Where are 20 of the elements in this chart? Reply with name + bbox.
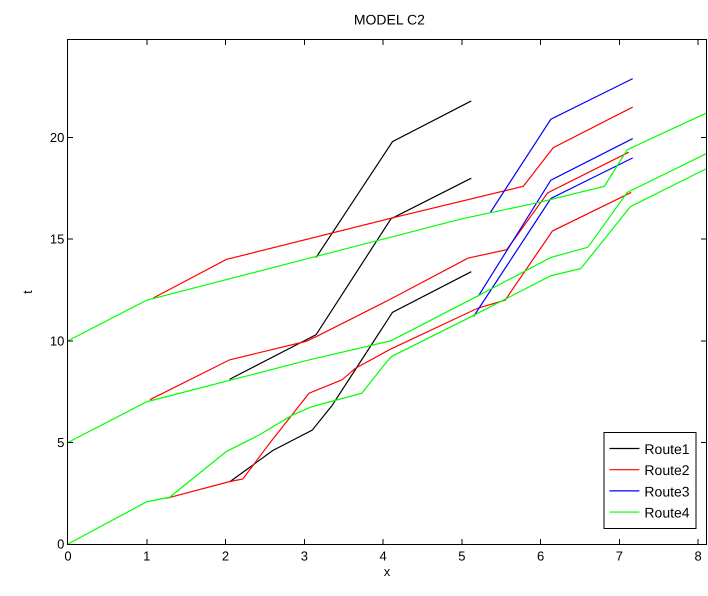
y-tick-label: 5: [57, 434, 64, 450]
legend-label: Route2: [644, 462, 690, 478]
y-tick-label: 10: [50, 333, 64, 348]
x-tick-label: 8: [694, 548, 702, 564]
x-tick-label: 1: [143, 548, 150, 564]
x-tick-label: 2: [222, 548, 230, 564]
legend-label: Route3: [644, 483, 690, 500]
x-tick-label: 6: [536, 548, 544, 564]
y-tick-label: 0: [57, 536, 64, 552]
x-tick-label: 7: [616, 548, 623, 564]
y-tick-label: 15: [50, 232, 64, 247]
legend-label: Route4: [644, 504, 690, 521]
y-tick-label: 20: [50, 130, 64, 146]
legend-label: Route1: [644, 440, 690, 457]
chart-title: MODEL C2: [354, 12, 426, 28]
x-tick-label: 5: [458, 548, 466, 564]
y-axis-title: t: [20, 290, 35, 294]
x-axis-title: x: [384, 564, 391, 580]
x-tick-label: 3: [300, 548, 308, 564]
x-tick-label: 4: [379, 548, 387, 564]
